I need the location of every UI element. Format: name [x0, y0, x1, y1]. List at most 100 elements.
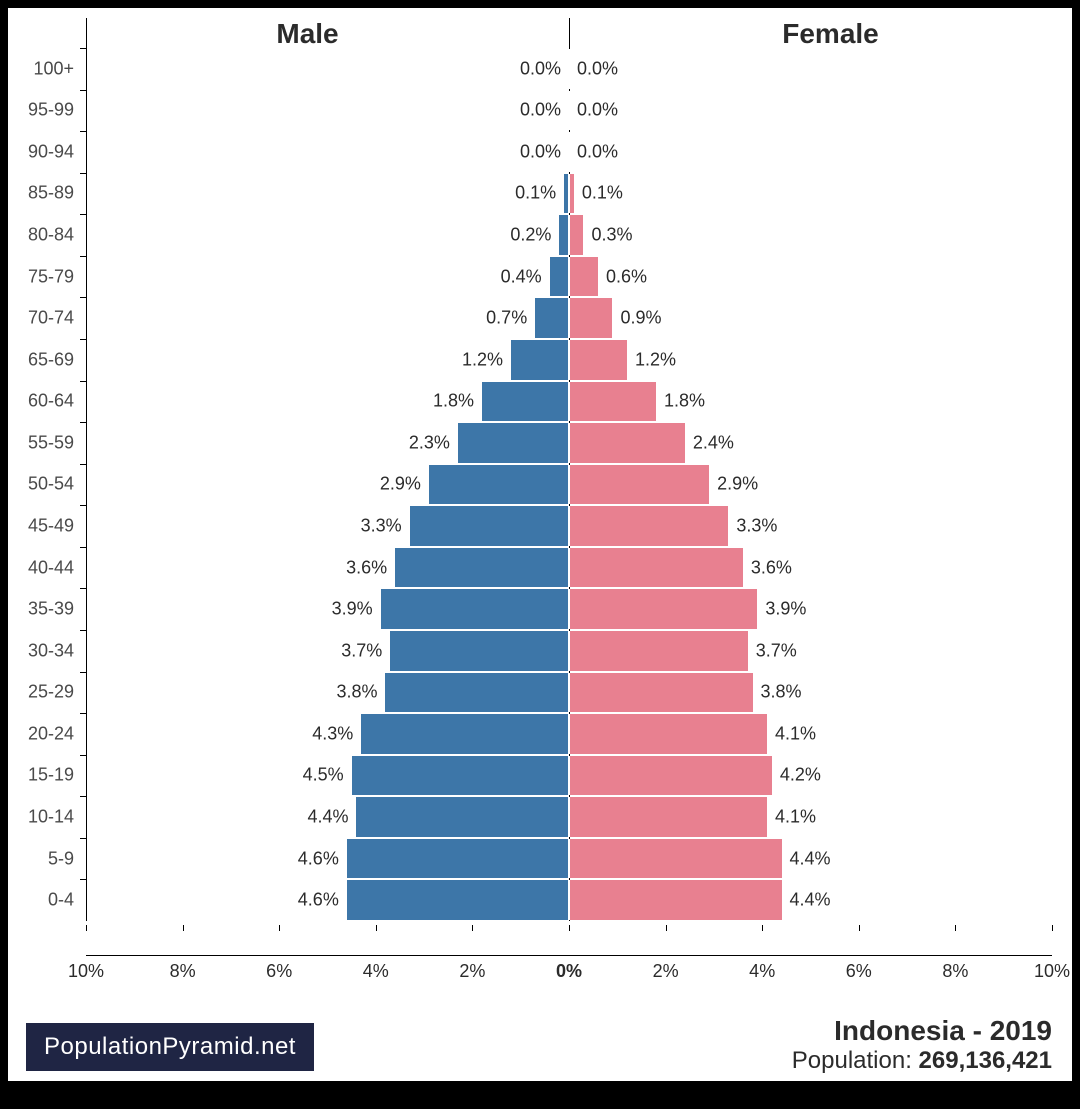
male-header: Male — [86, 18, 569, 50]
male-value-label: 0.0% — [520, 100, 561, 121]
male-value-label: 1.8% — [433, 391, 474, 412]
female-value-label: 3.8% — [761, 682, 802, 703]
x-axis-tick-mark — [183, 925, 184, 931]
y-axis-tick — [80, 90, 86, 91]
y-axis-tick — [80, 879, 86, 880]
female-bar — [569, 880, 782, 920]
age-bracket-label: 65-69 — [28, 349, 74, 370]
female-value-label: 1.2% — [635, 349, 676, 370]
male-value-label: 0.7% — [486, 308, 527, 329]
y-axis-tick — [80, 588, 86, 589]
pyramid-row: 0.0%0.0%100+ — [86, 48, 1052, 90]
age-bracket-label: 80-84 — [28, 225, 74, 246]
age-bracket-label: 95-99 — [28, 100, 74, 121]
age-bracket-label: 0-4 — [48, 890, 74, 911]
female-value-label: 4.4% — [790, 890, 831, 911]
male-value-label: 0.0% — [520, 58, 561, 79]
age-bracket-label: 35-39 — [28, 599, 74, 620]
female-bar — [569, 91, 570, 131]
chart-footer: PopulationPyramid.net Indonesia - 2019 P… — [8, 996, 1072, 1081]
male-value-label: 3.9% — [332, 599, 373, 620]
y-axis-tick — [80, 755, 86, 756]
x-axis-tick-label: 10% — [68, 961, 104, 982]
female-value-label: 3.7% — [756, 640, 797, 661]
pyramid-row: 4.6%4.4%0-4 — [86, 879, 1052, 921]
female-bar — [569, 132, 570, 172]
pyramid-row: 4.6%4.4%5-9 — [86, 838, 1052, 880]
y-axis-tick — [80, 838, 86, 839]
male-bar — [482, 382, 569, 422]
female-bar — [569, 839, 782, 879]
pyramid-row: 2.9%2.9%50-54 — [86, 464, 1052, 506]
female-value-label: 2.9% — [717, 474, 758, 495]
y-axis-tick — [80, 796, 86, 797]
age-bracket-label: 25-29 — [28, 682, 74, 703]
male-bar — [395, 548, 569, 588]
male-bar — [347, 880, 569, 920]
y-axis-tick — [80, 339, 86, 340]
female-bar — [569, 340, 627, 380]
female-value-label: 0.1% — [582, 183, 623, 204]
x-axis-tick-mark — [762, 925, 763, 931]
pyramid-row: 3.8%3.8%25-29 — [86, 672, 1052, 714]
population-line: Population: 269,136,421 — [792, 1047, 1052, 1075]
pyramid-row: 3.7%3.7%30-34 — [86, 630, 1052, 672]
male-bar — [511, 340, 569, 380]
site-badge: PopulationPyramid.net — [26, 1023, 314, 1071]
male-value-label: 2.9% — [380, 474, 421, 495]
y-axis-tick — [80, 547, 86, 548]
male-bar — [385, 673, 569, 713]
female-bar — [569, 673, 753, 713]
male-value-label: 4.5% — [303, 765, 344, 786]
age-bracket-label: 5-9 — [48, 848, 74, 869]
male-value-label: 3.6% — [346, 557, 387, 578]
female-value-label: 3.3% — [736, 516, 777, 537]
age-bracket-label: 75-79 — [28, 266, 74, 287]
x-axis-tick-label: 4% — [363, 961, 389, 982]
pyramid-row: 0.4%0.6%75-79 — [86, 256, 1052, 298]
pyramid-row: 4.4%4.1%10-14 — [86, 796, 1052, 838]
female-bar — [569, 506, 728, 546]
x-axis-ticks: 10%8%6%4%2%0%2%4%6%8%10% — [86, 961, 1052, 991]
y-axis-tick — [80, 630, 86, 631]
female-value-label: 4.2% — [780, 765, 821, 786]
pyramid-row: 0.0%0.0%95-99 — [86, 90, 1052, 132]
x-axis-tick-mark — [279, 925, 280, 931]
age-bracket-label: 10-14 — [28, 807, 74, 828]
female-bar — [569, 631, 748, 671]
female-value-label: 0.9% — [620, 308, 661, 329]
y-axis-tick — [80, 672, 86, 673]
female-value-label: 0.3% — [591, 225, 632, 246]
female-value-label: 0.6% — [606, 266, 647, 287]
pyramid-row: 2.3%2.4%55-59 — [86, 422, 1052, 464]
male-value-label: 2.3% — [409, 432, 450, 453]
y-axis-tick — [80, 381, 86, 382]
male-value-label: 4.4% — [307, 807, 348, 828]
female-value-label: 4.4% — [790, 848, 831, 869]
female-value-label: 3.9% — [765, 599, 806, 620]
pyramid-row: 3.3%3.3%45-49 — [86, 505, 1052, 547]
y-axis-tick — [80, 173, 86, 174]
age-bracket-label: 100+ — [33, 58, 74, 79]
x-axis-tick-label: 10% — [1034, 961, 1070, 982]
x-axis-tick-label: 0% — [556, 961, 582, 982]
y-axis-tick — [80, 422, 86, 423]
age-bracket-label: 55-59 — [28, 432, 74, 453]
female-value-label: 0.0% — [577, 141, 618, 162]
female-bar — [569, 49, 570, 89]
x-axis-tick-mark — [666, 925, 667, 931]
y-axis-tick — [80, 214, 86, 215]
pyramid-bars: 0.0%0.0%100+0.0%0.0%95-990.0%0.0%90-940.… — [86, 48, 1052, 921]
x-axis-tick-mark — [859, 925, 860, 931]
x-axis-tick-mark — [569, 925, 570, 931]
male-bar — [410, 506, 569, 546]
pyramid-row: 0.7%0.9%70-74 — [86, 297, 1052, 339]
female-bar — [569, 589, 757, 629]
x-axis-tick-mark — [376, 925, 377, 931]
pyramid-row: 3.6%3.6%40-44 — [86, 547, 1052, 589]
age-bracket-label: 20-24 — [28, 723, 74, 744]
male-value-label: 0.2% — [510, 225, 551, 246]
population-value: 269,136,421 — [919, 1047, 1052, 1074]
female-bar — [569, 756, 772, 796]
female-bar — [569, 174, 574, 214]
